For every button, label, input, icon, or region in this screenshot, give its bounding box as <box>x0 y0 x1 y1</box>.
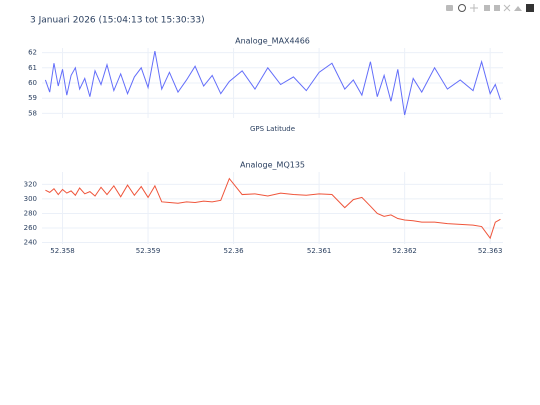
x-tick-label: 52.36 <box>224 247 245 255</box>
data-line <box>45 177 501 240</box>
subplot-title: Analoge_MAX4466 <box>235 37 310 46</box>
subplot-title: Analoge_MQ135 <box>240 161 305 170</box>
x-tick-label: 52.363 <box>478 247 503 255</box>
y-tick-label: 60 <box>28 79 37 87</box>
camera-icon[interactable] <box>446 5 453 11</box>
y-tick-label: 320 <box>24 180 37 188</box>
y-tick-label: 260 <box>24 224 37 232</box>
x-tick-label: 52.358 <box>50 247 75 255</box>
x-tick-label: 52.361 <box>307 247 332 255</box>
y-tick-label: 280 <box>24 209 37 217</box>
zoom-out-icon[interactable] <box>494 5 500 11</box>
x-tick-label: 52.359 <box>136 247 161 255</box>
autoscale-icon[interactable] <box>503 4 511 12</box>
pan-icon[interactable] <box>470 4 478 12</box>
data-line <box>44 50 501 116</box>
zoom-icon[interactable] <box>458 4 466 12</box>
reset-icon[interactable] <box>514 6 522 11</box>
x-tick-label: 52.362 <box>392 247 417 255</box>
y-tick-label: 59 <box>28 94 37 102</box>
y-tick-label: 240 <box>24 239 37 247</box>
page-title: 3 Januari 2026 (15:04:13 tot 15:30:33) <box>30 16 205 26</box>
modebar[interactable] <box>446 4 534 12</box>
plotly-logo[interactable] <box>526 4 534 12</box>
x-axis-title: GPS Latitude <box>250 125 295 133</box>
y-tick-label: 62 <box>28 49 37 57</box>
y-tick-label: 58 <box>28 109 37 117</box>
y-tick-label: 300 <box>24 195 37 203</box>
y-tick-label: 61 <box>28 64 37 72</box>
zoom-in-icon[interactable] <box>484 5 490 11</box>
